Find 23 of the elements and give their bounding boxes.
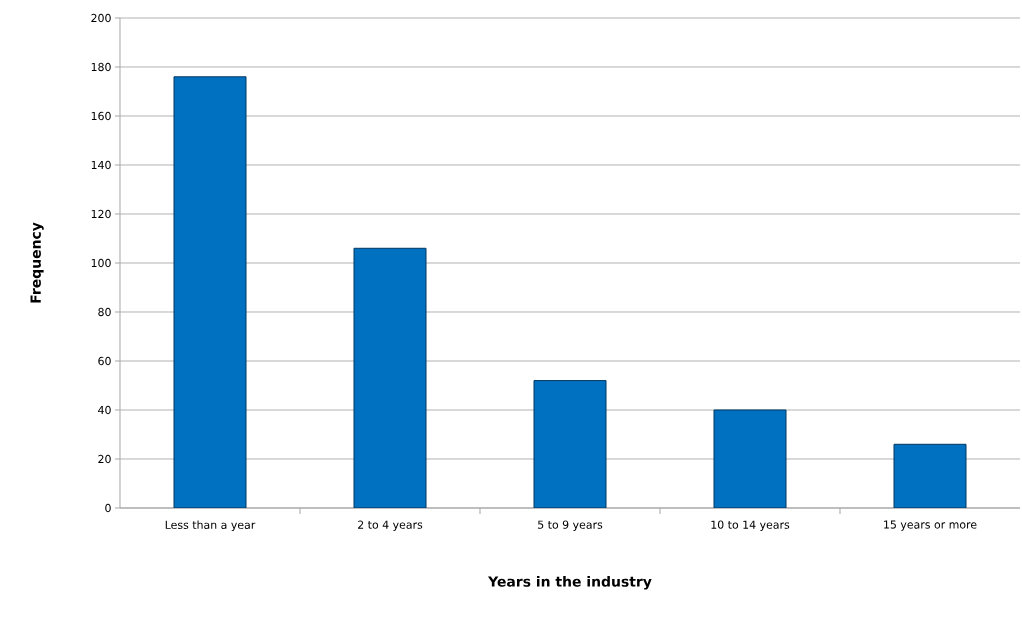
bar (893, 443, 967, 508)
y-tick-label: 100 (91, 258, 111, 268)
x-axis-title: Years in the industry (487, 575, 652, 590)
y-tick-label: 80 (98, 307, 111, 317)
x-tick-label: 2 to 4 years (358, 520, 423, 531)
x-tick-label: 10 to 14 years (711, 520, 790, 531)
bar (353, 247, 427, 508)
y-tick-label: 180 (91, 62, 111, 72)
y-axis-title: Frequency (30, 222, 44, 303)
x-tick-label: Less than a year (165, 520, 256, 532)
x-tick-label: 15 years or more (884, 520, 977, 531)
bar (713, 409, 787, 508)
y-tick-label: 60 (98, 356, 111, 366)
y-tick-label: 20 (98, 454, 111, 464)
bar (533, 380, 607, 508)
y-tick-label: 0 (105, 503, 111, 513)
bar (173, 76, 247, 508)
y-tick-label: 200 (91, 13, 111, 23)
y-tick-label: 160 (91, 111, 111, 121)
y-tick-label: 40 (98, 405, 111, 415)
y-tick-label: 140 (91, 160, 111, 170)
x-tick-label: 5 to 9 years (538, 520, 603, 531)
y-tick-label: 120 (91, 209, 111, 219)
